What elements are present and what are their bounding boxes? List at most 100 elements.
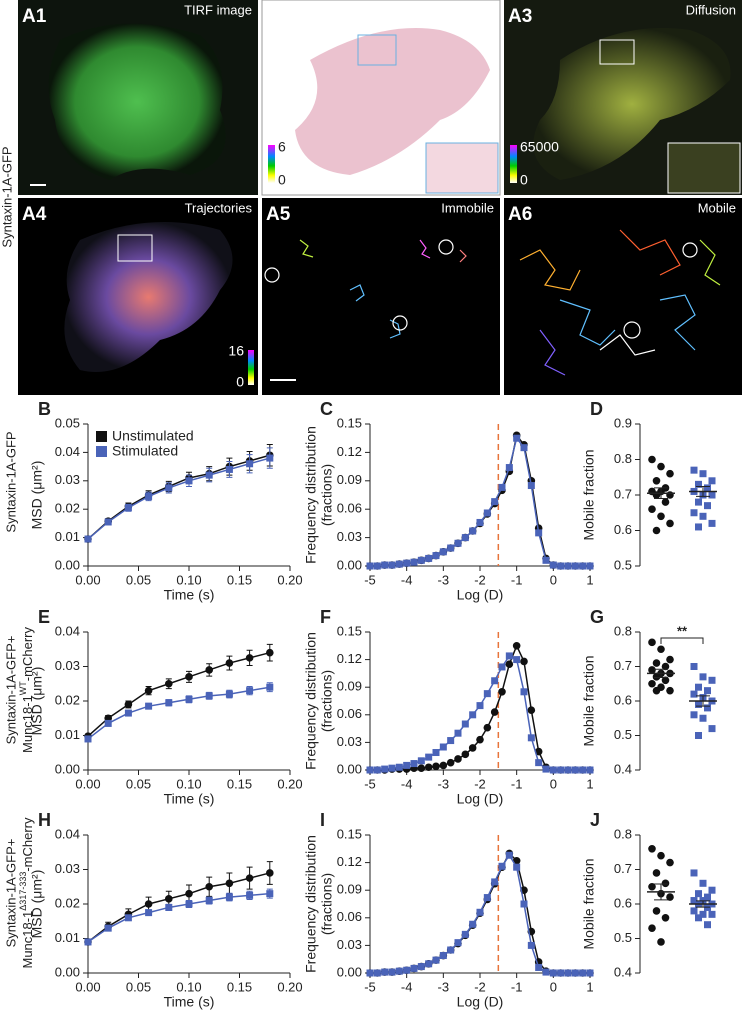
marker: [704, 687, 711, 695]
series-line: [87, 651, 270, 737]
marker: [666, 491, 674, 499]
marker: [652, 526, 661, 535]
marker: [483, 509, 491, 517]
marker: [245, 654, 254, 662]
row-label-part: Munc18-1: [20, 911, 35, 969]
x-tick-label: 0.10: [176, 572, 201, 587]
marker: [586, 766, 594, 774]
panel-letter: D: [590, 399, 603, 419]
image-panels: [18, 0, 742, 395]
marker: [505, 652, 513, 660]
marker: [476, 702, 484, 710]
panel-letter: J: [590, 810, 600, 830]
marker: [381, 968, 389, 976]
panel-title: Intensity: [446, 2, 495, 17]
marker: [84, 535, 92, 543]
marker: [535, 963, 543, 971]
marker: [579, 969, 587, 977]
marker: [225, 465, 233, 473]
series-line: [87, 892, 270, 943]
x-tick-label: 0.00: [75, 979, 100, 994]
marker: [491, 498, 499, 506]
marker: [124, 709, 132, 717]
y-tick-label: 0.03: [337, 937, 362, 952]
marker: [439, 548, 447, 556]
marker: [564, 969, 572, 977]
marker: [704, 704, 711, 712]
row-label-part: WT: [18, 681, 28, 695]
marker: [704, 893, 711, 901]
row-label-part: -mCherry: [20, 817, 35, 872]
colorbar: [248, 350, 254, 385]
marker: [652, 673, 661, 681]
marker: [225, 659, 234, 667]
marker: [373, 562, 381, 570]
marker: [498, 663, 506, 671]
marker: [84, 938, 92, 946]
marker: [513, 863, 521, 871]
x-tick-label: -5: [364, 572, 376, 587]
marker: [447, 544, 455, 552]
x-tick-label: 0.10: [176, 776, 201, 791]
x-tick-label: 0.15: [227, 572, 252, 587]
marker: [666, 893, 674, 901]
marker: [417, 757, 425, 765]
y-tick-label: 0.01: [55, 930, 80, 945]
marker: [145, 492, 153, 500]
sem-bar: [696, 695, 710, 707]
y-tick-label: 0.05: [55, 415, 80, 430]
significance-label: **: [677, 623, 688, 638]
y-tick-label: 0.09: [337, 679, 362, 694]
marker: [104, 719, 112, 727]
marker: [104, 924, 112, 932]
y-tick-label: 0.12: [337, 854, 362, 869]
marker: [708, 725, 716, 733]
marker: [124, 504, 132, 512]
marker: [381, 765, 389, 773]
marker: [425, 960, 433, 968]
marker: [695, 523, 702, 531]
marker: [579, 766, 587, 774]
marker: [469, 920, 477, 928]
cell-pink: [295, 28, 490, 175]
x-axis-label: Time (s): [164, 587, 215, 603]
x-tick-label: 0.20: [277, 572, 302, 587]
marker: [666, 686, 674, 695]
y-tick-label: 0.6: [614, 692, 632, 707]
marker: [476, 735, 484, 744]
y-axis-label: Mobile fraction: [581, 655, 597, 746]
legend-label: Unstimulated: [112, 428, 194, 444]
marker: [661, 498, 670, 506]
y-tick-label: 0.00: [337, 557, 362, 572]
marker: [410, 558, 418, 566]
marker: [695, 700, 702, 708]
marker: [527, 734, 535, 742]
x-tick-label: -4: [401, 572, 413, 587]
marker: [205, 692, 213, 700]
marker: [648, 845, 656, 853]
marker: [557, 562, 565, 570]
marker: [695, 890, 702, 898]
marker: [124, 700, 133, 709]
y-tick-label: 0.8: [614, 451, 632, 466]
marker: [690, 907, 698, 915]
marker: [165, 895, 173, 903]
panel-letter: I: [320, 810, 325, 830]
y-tick-label: 0.15: [337, 415, 362, 430]
marker: [246, 460, 254, 468]
panel-letter: G: [590, 607, 604, 627]
marker: [666, 858, 674, 867]
panel-label: A4: [22, 204, 47, 225]
x-tick-label: -2: [474, 572, 486, 587]
marker: [483, 894, 491, 902]
marker: [439, 952, 447, 960]
marker: [145, 702, 153, 710]
marker: [520, 900, 528, 908]
colorbar-label: 0: [520, 172, 528, 188]
marker: [542, 556, 550, 564]
marker: [520, 657, 528, 666]
x-tick-label: 1: [586, 572, 593, 587]
marker: [439, 761, 448, 770]
marker: [483, 690, 491, 698]
marker: [454, 939, 462, 947]
